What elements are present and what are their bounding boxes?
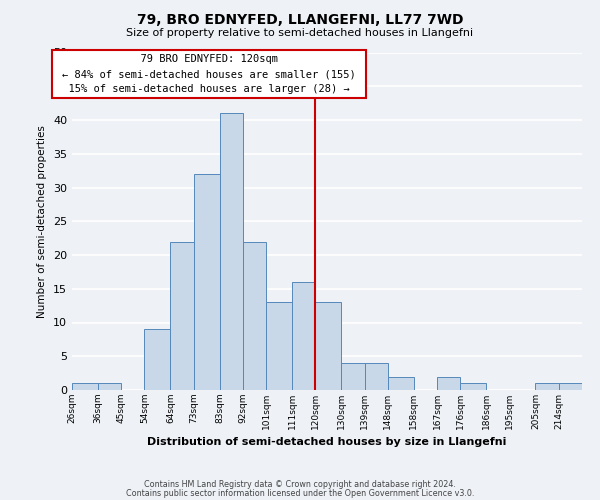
- Bar: [145, 329, 170, 390]
- Bar: [266, 302, 292, 390]
- Bar: [170, 242, 194, 390]
- Bar: [243, 242, 266, 390]
- Bar: [316, 302, 341, 390]
- Bar: [98, 383, 121, 390]
- Text: 79, BRO EDNYFED, LLANGEFNI, LL77 7WD: 79, BRO EDNYFED, LLANGEFNI, LL77 7WD: [137, 12, 463, 26]
- Bar: [365, 363, 388, 390]
- Bar: [292, 282, 316, 390]
- Bar: [194, 174, 220, 390]
- Text: Contains HM Land Registry data © Crown copyright and database right 2024.: Contains HM Land Registry data © Crown c…: [144, 480, 456, 489]
- Bar: [559, 383, 582, 390]
- Text: Size of property relative to semi-detached houses in Llangefni: Size of property relative to semi-detach…: [127, 28, 473, 38]
- Y-axis label: Number of semi-detached properties: Number of semi-detached properties: [37, 125, 47, 318]
- Bar: [341, 363, 365, 390]
- X-axis label: Distribution of semi-detached houses by size in Llangefni: Distribution of semi-detached houses by …: [148, 438, 506, 448]
- Bar: [220, 114, 243, 390]
- Bar: [72, 383, 98, 390]
- Bar: [388, 376, 414, 390]
- Bar: [460, 383, 486, 390]
- Bar: [535, 383, 559, 390]
- Text: Contains public sector information licensed under the Open Government Licence v3: Contains public sector information licen…: [126, 488, 474, 498]
- Bar: [437, 376, 460, 390]
- Text: 79 BRO EDNYFED: 120sqm  
← 84% of semi-detached houses are smaller (155)
  15% o: 79 BRO EDNYFED: 120sqm ← 84% of semi-det…: [56, 54, 362, 94]
